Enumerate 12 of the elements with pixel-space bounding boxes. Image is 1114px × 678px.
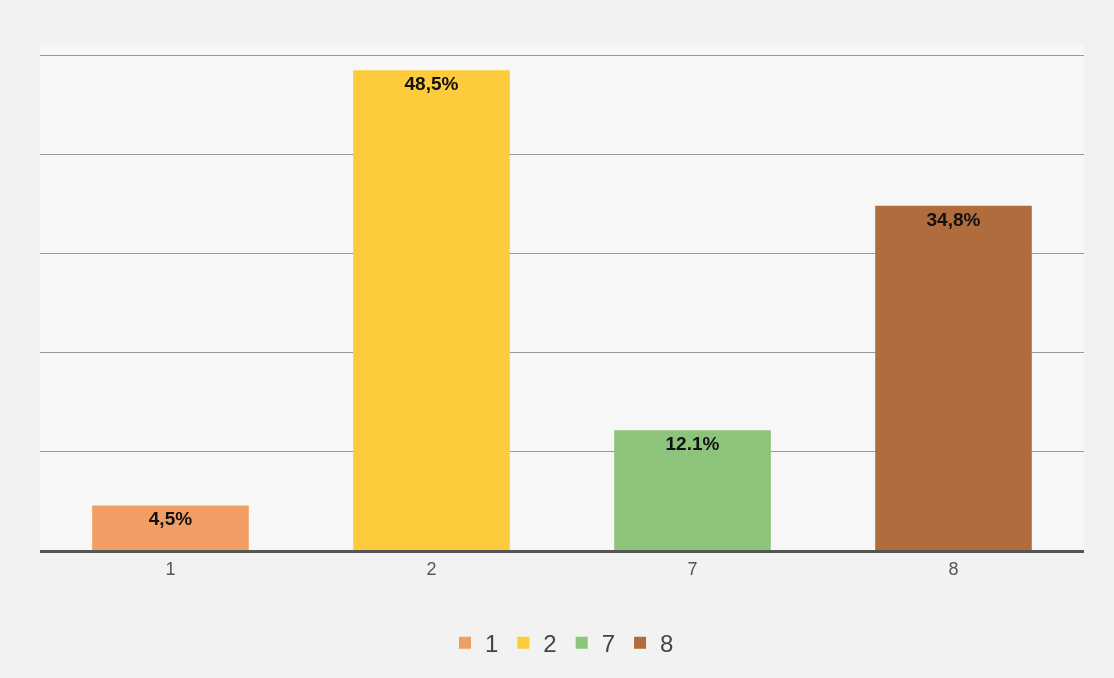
x-tick-label: 1 <box>165 558 176 579</box>
legend-label: 2 <box>543 630 557 658</box>
data-label: 48,5% <box>404 73 459 95</box>
legend-label: 8 <box>660 630 674 658</box>
x-tick-label: 7 <box>687 558 698 579</box>
legend-label: 1 <box>485 630 499 658</box>
data-label: 12.1% <box>665 433 720 455</box>
x-tick-label: 2 <box>426 558 437 579</box>
data-label: 4,5% <box>148 508 193 530</box>
data-label: 34,8% <box>926 208 981 230</box>
x-tick-label: 8 <box>948 558 959 579</box>
legend-label: 7 <box>601 630 616 658</box>
